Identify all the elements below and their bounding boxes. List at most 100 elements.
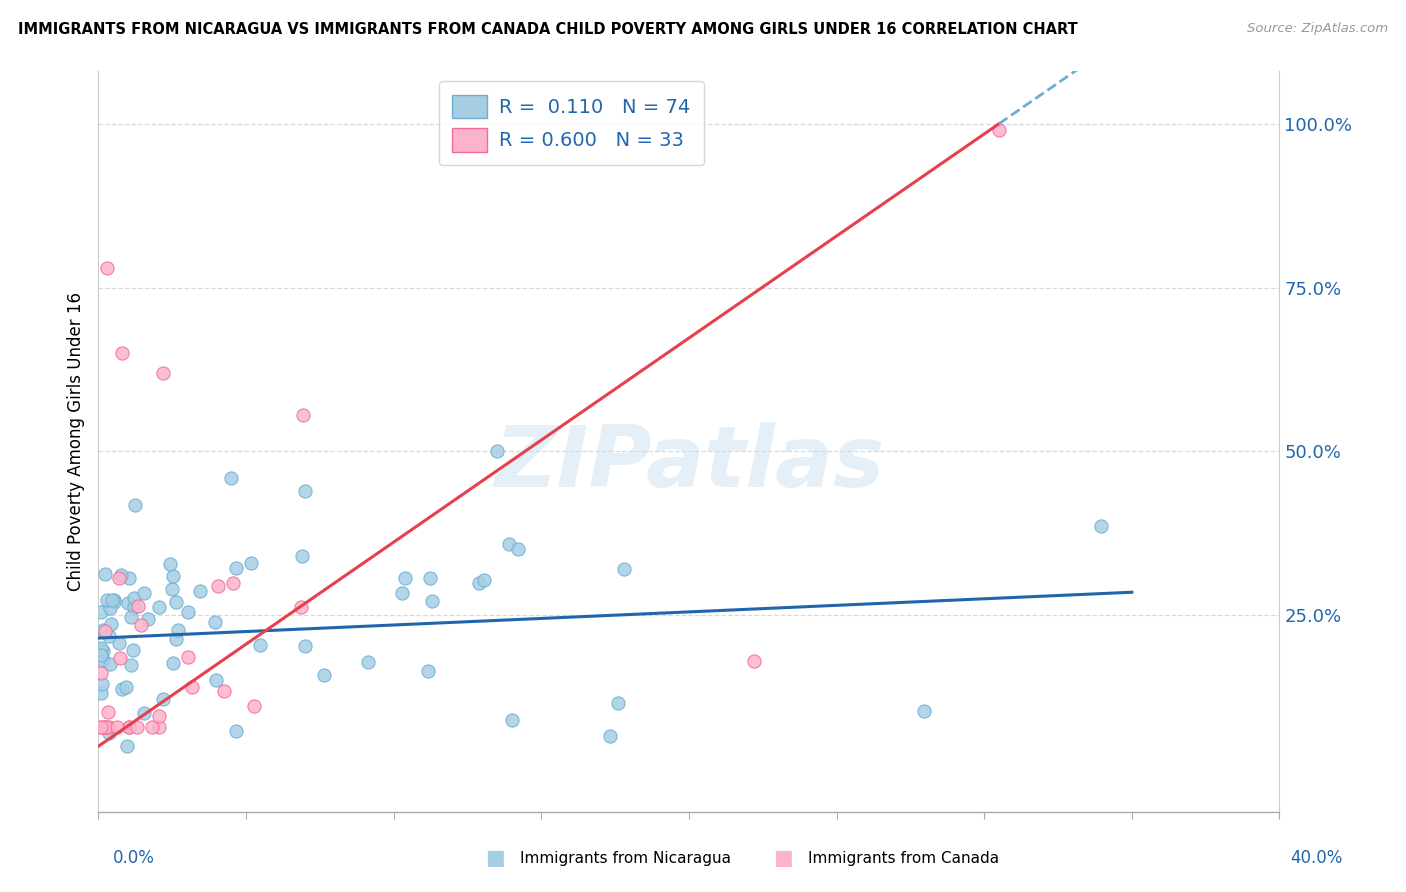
Point	[294, 639, 316, 653]
Text: Immigrants from Nicaragua: Immigrants from Nicaragua	[520, 851, 731, 865]
Point	[90, 666, 112, 681]
Point	[1090, 519, 1112, 533]
Point	[101, 592, 124, 607]
Point	[742, 654, 765, 668]
Point	[188, 583, 211, 598]
Point	[136, 611, 159, 625]
Point	[222, 576, 245, 591]
Point	[176, 649, 198, 664]
Point	[110, 567, 132, 582]
Point	[207, 579, 229, 593]
Point	[134, 706, 156, 720]
Point	[242, 699, 264, 714]
Point	[912, 704, 935, 718]
Point	[94, 720, 117, 734]
Point	[152, 366, 174, 380]
Point	[148, 600, 170, 615]
Point	[96, 593, 118, 607]
Point	[93, 624, 115, 638]
Point	[141, 720, 163, 734]
Point	[165, 632, 187, 647]
Point	[122, 600, 145, 615]
Point	[159, 557, 181, 571]
Point	[124, 498, 146, 512]
Point	[94, 720, 117, 734]
Point	[418, 664, 440, 678]
Point	[613, 561, 636, 575]
Point	[90, 686, 112, 700]
Point	[100, 617, 122, 632]
Point	[127, 599, 149, 613]
Point	[212, 684, 235, 698]
Point	[97, 726, 120, 740]
Point	[98, 600, 121, 615]
Point	[105, 720, 128, 734]
Point	[160, 582, 183, 596]
Point	[118, 720, 141, 734]
Point	[122, 643, 145, 657]
Point	[115, 680, 138, 694]
Point	[180, 680, 202, 694]
Text: IMMIGRANTS FROM NICARAGUA VS IMMIGRANTS FROM CANADA CHILD POVERTY AMONG GIRLS UN: IMMIGRANTS FROM NICARAGUA VS IMMIGRANTS …	[18, 22, 1078, 37]
Point	[152, 692, 174, 706]
Point	[292, 408, 315, 422]
Point	[91, 653, 114, 667]
Point	[97, 720, 120, 734]
Text: 40.0%: 40.0%	[1291, 849, 1343, 867]
Point	[204, 615, 226, 630]
Text: Immigrants from Canada: Immigrants from Canada	[808, 851, 1000, 865]
Point	[472, 573, 495, 587]
Point	[148, 720, 170, 734]
Point	[468, 575, 491, 590]
Point	[249, 638, 271, 652]
Point	[118, 720, 141, 734]
Text: ZIPatlas: ZIPatlas	[494, 422, 884, 505]
Point	[120, 609, 142, 624]
Point	[162, 569, 184, 583]
Point	[108, 571, 131, 585]
Point	[162, 656, 184, 670]
Y-axis label: Child Poverty Among Girls Under 16: Child Poverty Among Girls Under 16	[66, 292, 84, 591]
Point	[90, 642, 112, 657]
Point	[167, 624, 190, 638]
Legend: R =  0.110   N = 74, R = 0.600   N = 33: R = 0.110 N = 74, R = 0.600 N = 33	[439, 81, 704, 166]
Point	[103, 595, 125, 609]
Point	[97, 705, 120, 719]
Text: ■: ■	[485, 848, 505, 868]
Point	[90, 641, 112, 656]
Text: 0.0%: 0.0%	[112, 849, 155, 867]
Point	[117, 571, 139, 585]
Point	[177, 605, 200, 619]
Point	[225, 560, 247, 574]
Point	[988, 123, 1011, 137]
Point	[240, 556, 263, 570]
Point	[290, 600, 312, 615]
Point	[225, 723, 247, 738]
Point	[98, 629, 121, 643]
Point	[90, 720, 112, 734]
Point	[108, 636, 131, 650]
Point	[91, 623, 114, 637]
Point	[357, 655, 380, 669]
Point	[132, 586, 155, 600]
Point	[117, 596, 139, 610]
Point	[96, 260, 118, 275]
Point	[498, 537, 520, 551]
Point	[148, 709, 170, 723]
Point	[294, 483, 316, 498]
Point	[111, 681, 134, 696]
Point	[108, 650, 131, 665]
Point	[103, 592, 125, 607]
Point	[90, 605, 112, 619]
Point	[111, 346, 134, 360]
Point	[90, 720, 112, 734]
Point	[91, 677, 114, 691]
Point	[419, 571, 441, 585]
Point	[486, 444, 509, 458]
Point	[506, 541, 529, 556]
Text: ■: ■	[773, 848, 793, 868]
Point	[94, 720, 117, 734]
Point	[120, 657, 142, 672]
Point	[129, 618, 152, 632]
Point	[98, 657, 121, 671]
